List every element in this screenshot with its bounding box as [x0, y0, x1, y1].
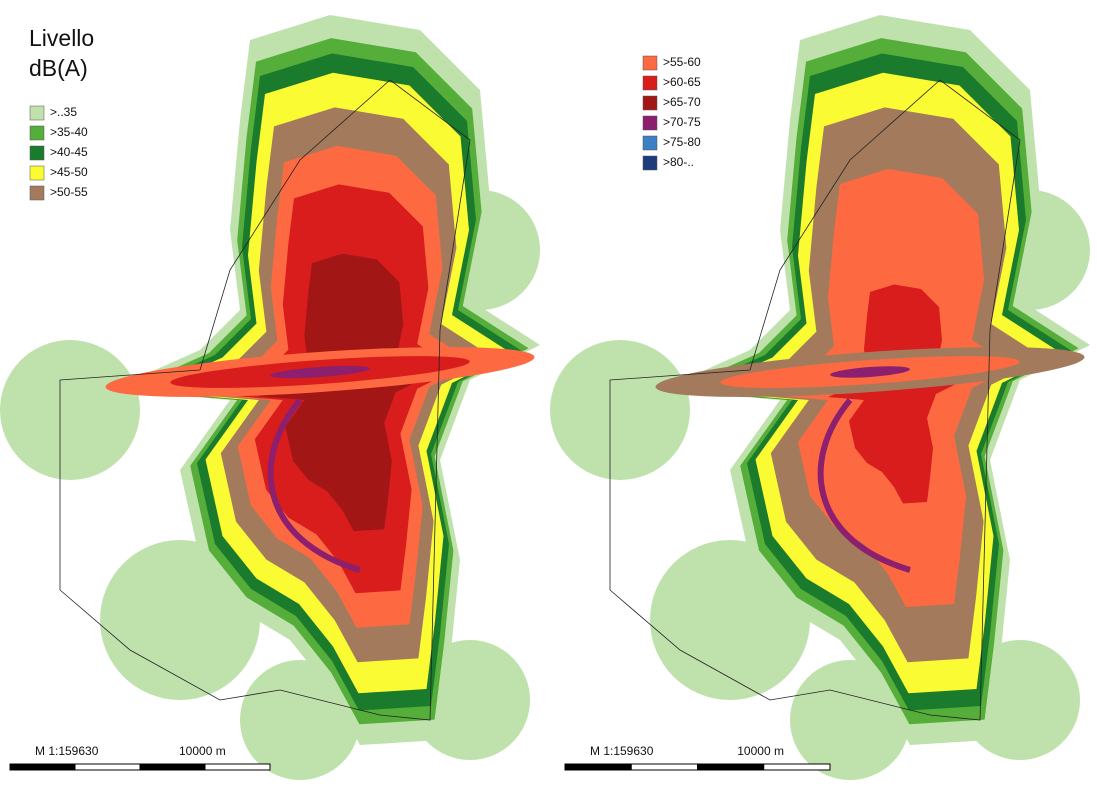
scale-ratio: M 1:159630 — [35, 744, 99, 758]
scale-segment — [140, 764, 205, 770]
right-map: >55-60 >60-65 >65-70 >70-75 >75-80 >80-.. M 1:… — [550, 15, 1090, 780]
legend-swatch — [643, 156, 657, 170]
legend-swatch — [30, 166, 44, 180]
legend-label: >45-50 — [50, 165, 88, 179]
legend-swatch — [643, 96, 657, 110]
legend-swatch — [30, 106, 44, 120]
maps: Livello dB(A) >..35 >35-40 >40-45 >45-50 >50-5… — [0, 0, 1097, 786]
legend-label: >80-.. — [663, 155, 694, 169]
legend-label: >70-75 — [663, 115, 701, 129]
legend-label: >..35 — [50, 105, 77, 119]
left-map: Livello dB(A) >..35 >35-40 >40-45 >45-50 >50-5… — [0, 15, 540, 780]
legend-label: >40-45 — [50, 145, 88, 159]
legend-label: >75-80 — [663, 135, 701, 149]
scale-ratio: M 1:159630 — [590, 744, 654, 758]
legend-label: >50-55 — [50, 185, 88, 199]
scale-segment — [10, 764, 75, 770]
legend-title: dB(A) — [29, 55, 88, 81]
noise-zone — [0, 340, 140, 480]
legend-swatch — [30, 126, 44, 140]
legend-title: Livello — [29, 25, 94, 51]
legend-label: >35-40 — [50, 125, 88, 139]
scale-segment — [631, 764, 697, 770]
legend-swatch — [643, 116, 657, 130]
scale-segment — [764, 764, 830, 770]
scale-segment — [565, 764, 631, 770]
legend-label: >60-65 — [663, 75, 701, 89]
legend-swatch — [643, 136, 657, 150]
legend-swatch — [643, 76, 657, 90]
legend-swatch — [643, 56, 657, 70]
scale-segment — [205, 764, 270, 770]
legend-label: >65-70 — [663, 95, 701, 109]
legend-label: >55-60 — [663, 55, 701, 69]
scale-segment — [698, 764, 764, 770]
scale-segment — [75, 764, 140, 770]
noise-zone — [550, 340, 690, 480]
scale-distance: 10000 m — [737, 744, 784, 758]
legend-swatch — [30, 186, 44, 200]
legend-swatch — [30, 146, 44, 160]
scale-distance: 10000 m — [179, 744, 226, 758]
